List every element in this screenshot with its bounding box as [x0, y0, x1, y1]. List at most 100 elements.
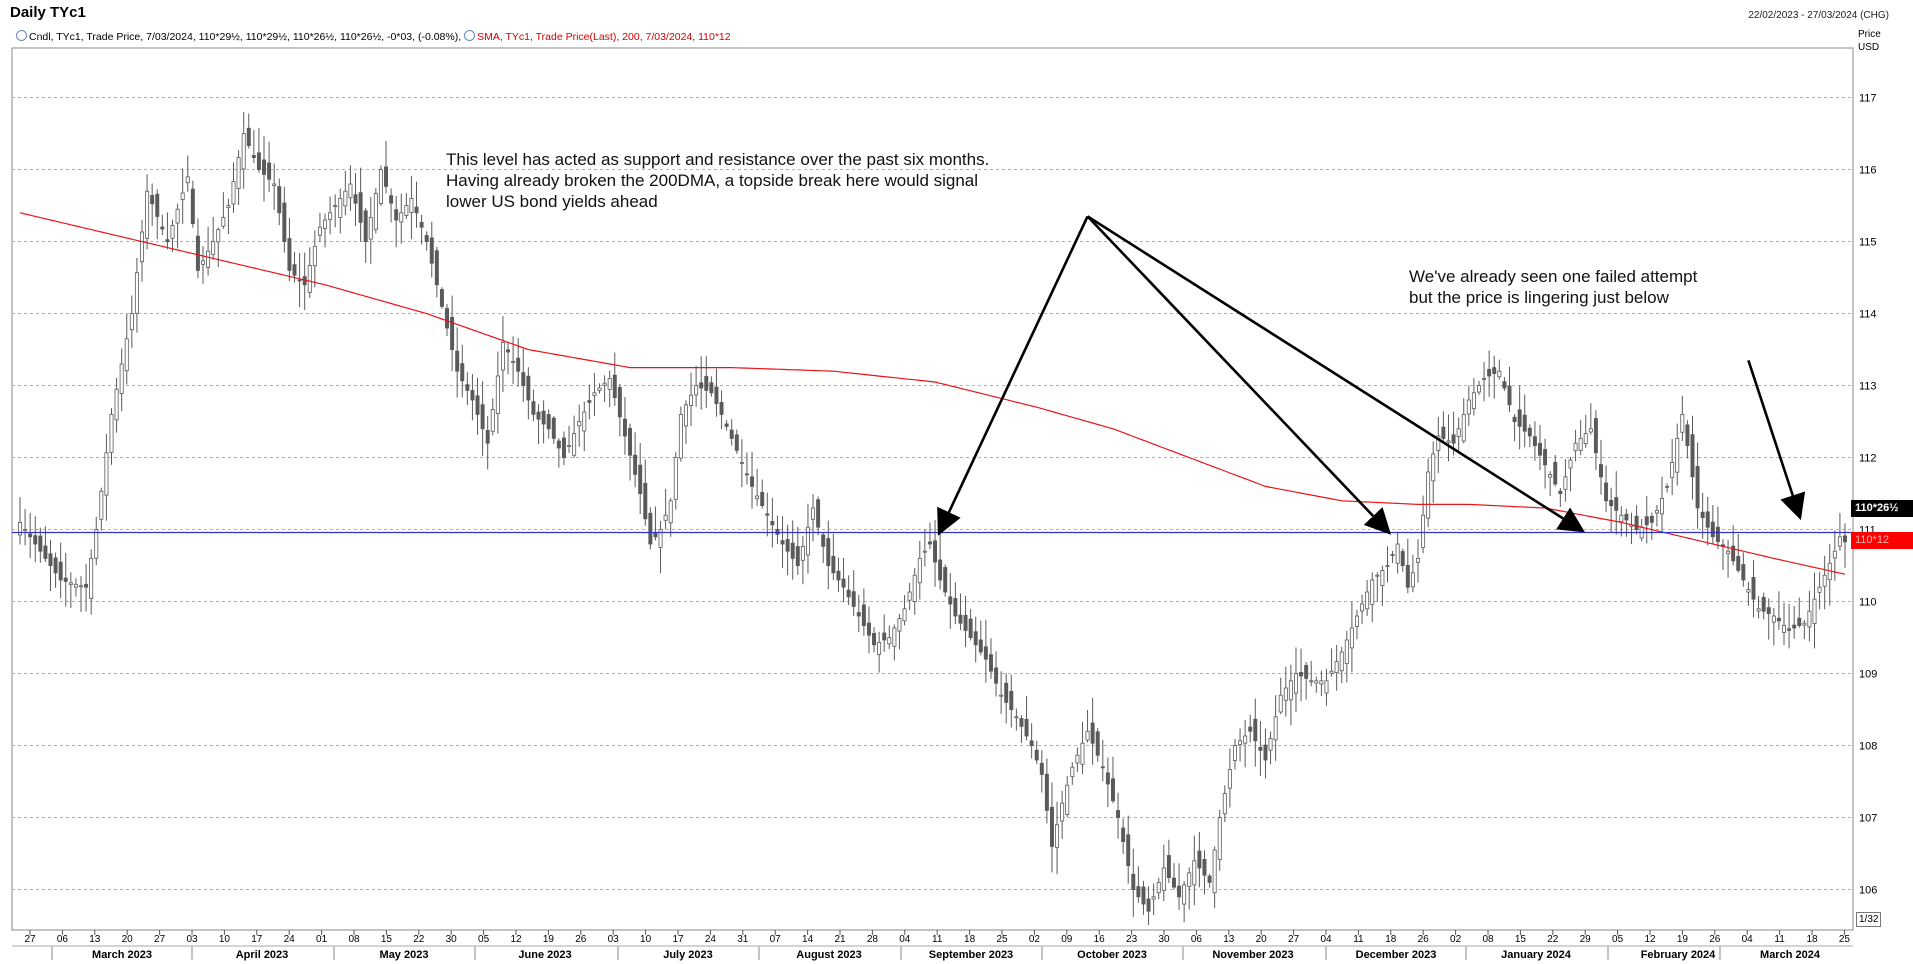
candle-body: [511, 361, 516, 364]
candle-body: [160, 226, 165, 230]
candle-body: [592, 392, 597, 396]
price-tick-label: 107: [1859, 813, 1877, 825]
x-day-label: 22: [1547, 934, 1559, 945]
candle-body: [404, 205, 409, 216]
x-day-label: 06: [1191, 934, 1203, 945]
candle-body: [1222, 793, 1227, 815]
chart-legend: Cndl, TYc1, Trade Price, 7/03/2024, 110*…: [16, 30, 731, 43]
x-day-label: 24: [284, 934, 296, 945]
candle-body: [485, 429, 490, 444]
candle-body: [1014, 716, 1019, 719]
candle-body: [1761, 596, 1766, 612]
candle-body: [1619, 514, 1624, 523]
candle-body: [597, 387, 602, 391]
candle-body: [1766, 607, 1771, 614]
candle-body: [1268, 738, 1273, 751]
candle-body: [1558, 490, 1563, 495]
candle-body: [1232, 745, 1237, 761]
x-day-label: 07: [770, 934, 782, 945]
candle-body: [1578, 437, 1583, 452]
x-month-label: March 2024: [1760, 949, 1821, 961]
candle-body: [1334, 661, 1339, 674]
candle-body: [816, 499, 821, 528]
candle-body: [892, 627, 897, 647]
legend-sma: SMA, TYc1, Trade Price(Last), 200, 7/03/…: [477, 31, 731, 43]
candle-body: [394, 209, 399, 221]
candle-body: [424, 235, 429, 242]
candle-body: [811, 507, 816, 520]
candle-body: [856, 612, 861, 617]
x-day-label: 01: [316, 934, 328, 945]
candle-body: [699, 382, 704, 389]
candle-body: [150, 195, 155, 205]
candle-body: [572, 433, 577, 456]
candle-body: [495, 375, 500, 414]
candle-body: [1731, 545, 1736, 562]
x-day-label: 27: [24, 934, 36, 945]
x-day-label: 19: [543, 934, 555, 945]
series-settings-icon[interactable]: [16, 30, 27, 41]
candle-body: [1665, 485, 1670, 488]
candle-body: [323, 219, 327, 229]
candle-body: [1426, 471, 1431, 519]
candle-body: [1339, 651, 1344, 672]
candle-body: [1563, 476, 1568, 490]
candle-body: [1782, 625, 1786, 633]
candle-body: [1670, 461, 1675, 478]
candle-body: [729, 429, 734, 439]
x-day-label: 23: [1126, 934, 1138, 945]
candle-body: [119, 363, 124, 394]
price-axis-label: Price: [1858, 29, 1881, 40]
candle-body: [231, 181, 236, 205]
candle-body: [68, 582, 73, 586]
candle-body: [1100, 766, 1105, 769]
candle-body: [841, 578, 846, 588]
candle-body: [124, 338, 129, 372]
candle-body: [648, 512, 653, 545]
candle-body: [805, 526, 810, 556]
candle-body: [1349, 627, 1354, 649]
candle-body: [58, 561, 63, 581]
candle-body: [1304, 665, 1309, 679]
candle-body: [353, 194, 358, 204]
candle-body: [999, 694, 1004, 697]
candle-body: [145, 190, 150, 239]
candle-body: [983, 646, 988, 660]
sma-settings-icon[interactable]: [464, 30, 476, 41]
candle-body: [89, 558, 94, 599]
candle-body: [658, 529, 663, 548]
candle-body: [445, 308, 450, 329]
candle-body: [1751, 576, 1756, 600]
candle-body: [165, 239, 170, 243]
x-day-label: 13: [1223, 934, 1235, 945]
candle-body: [907, 591, 912, 601]
chart-title: Daily TYc1: [10, 4, 86, 21]
candle-body: [1121, 827, 1126, 842]
candle-body: [1156, 882, 1161, 894]
candle-body: [1843, 535, 1847, 543]
x-day-label: 26: [1709, 934, 1721, 945]
x-day-label: 10: [219, 934, 231, 945]
candle-body: [1360, 603, 1365, 612]
candle-body: [99, 490, 104, 520]
candle-body: [1217, 817, 1222, 860]
x-day-label: 05: [478, 934, 490, 945]
x-month-label: October 2023: [1077, 949, 1147, 961]
candle-body: [678, 413, 683, 459]
candle-body: [317, 226, 322, 236]
scale-toggle[interactable]: 1/32: [1856, 912, 1882, 927]
x-day-label: 04: [899, 934, 911, 945]
candle-body: [185, 176, 190, 184]
candle-body: [704, 375, 709, 391]
x-day-label: 15: [1515, 934, 1527, 945]
candle-body: [1365, 591, 1370, 610]
candle-body: [1746, 589, 1751, 593]
candle-body: [1090, 722, 1095, 744]
candle-body: [1466, 399, 1471, 415]
x-day-label: 17: [251, 934, 263, 945]
candle-body: [1456, 428, 1461, 437]
candle-body: [567, 445, 572, 448]
candle-body: [1421, 514, 1426, 548]
candle-body: [1451, 434, 1456, 444]
